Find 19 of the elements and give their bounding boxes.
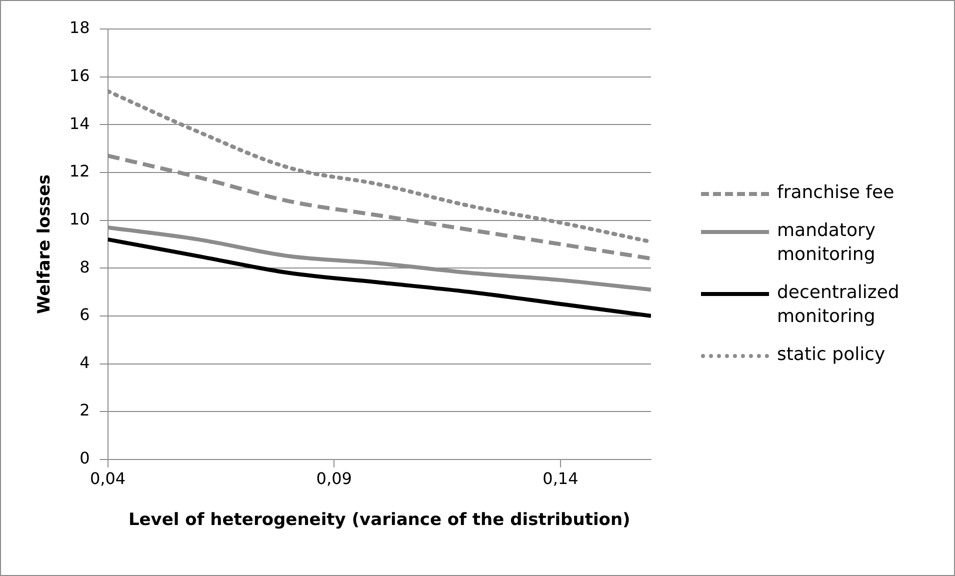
- x-tick-label: 0,09: [316, 469, 352, 488]
- y-tick-label: 6: [80, 305, 90, 324]
- x-tick-label: 0,14: [542, 469, 578, 488]
- x-axis-title: Level of heterogeneity (variance of the distribution): [128, 510, 630, 530]
- legend-label: franchise fee: [777, 181, 896, 205]
- y-tick-label: 0: [80, 448, 90, 468]
- y-tick-label: 10: [69, 209, 90, 228]
- legend-label: decentralized monitoring: [777, 281, 900, 329]
- y-tick-label: 8: [80, 257, 90, 276]
- y-tick-label: 2: [80, 400, 90, 420]
- x-tick-label: 0,04: [90, 469, 126, 488]
- legend-label: static policy: [777, 343, 886, 367]
- y-tick-label: 18: [69, 18, 90, 38]
- legend-label: mandatory monitoring: [777, 219, 877, 267]
- y-tick-label: 14: [69, 114, 90, 133]
- y-axis-title: Welfare losses: [34, 174, 55, 314]
- y-tick-label: 16: [69, 66, 90, 85]
- y-tick-label: 4: [80, 352, 90, 372]
- y-tick-label: 12: [69, 162, 90, 181]
